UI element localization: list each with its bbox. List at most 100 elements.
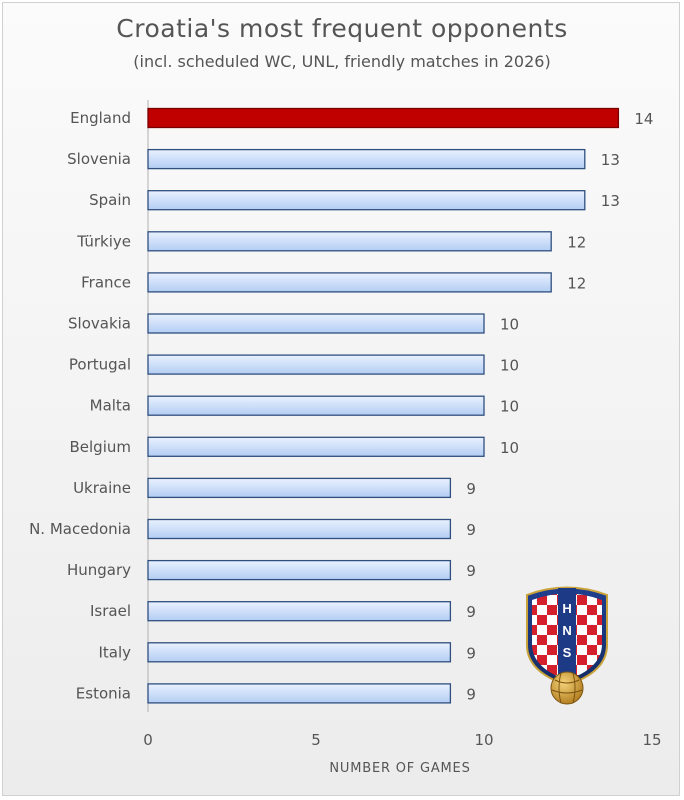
crest-square: [532, 645, 537, 655]
category-label-estonia: Estonia: [76, 684, 131, 702]
crest-square: [577, 655, 587, 665]
bar-israel: [147, 601, 452, 622]
crest-square: [547, 655, 557, 665]
crest-square: [532, 635, 537, 645]
crest-square: [537, 645, 547, 655]
crest-square: [547, 615, 557, 625]
crest-square: [597, 675, 602, 680]
category-label-spain: Spain: [89, 191, 131, 209]
bar-hungary: [147, 559, 452, 581]
category-label-malta: Malta: [90, 397, 131, 415]
x-tick-5: 5: [311, 731, 321, 749]
value-label-estonia: 9: [466, 685, 476, 703]
value-label-n-macedonia: 9: [466, 521, 476, 539]
crest-square: [537, 595, 547, 605]
bars-group: [147, 107, 620, 704]
bar-malta: [147, 395, 485, 416]
value-label-italy: 9: [466, 644, 476, 662]
crest-square: [587, 635, 597, 645]
crest-square: [587, 605, 597, 615]
x-axis-title: NUMBER OF GAMES: [329, 761, 470, 776]
category-label-england: England: [70, 109, 131, 127]
bar-ukraine: [147, 477, 452, 499]
crest-square: [597, 615, 602, 625]
crest-square: [597, 645, 602, 655]
crest-square: [597, 625, 602, 635]
category-label-hungary: Hungary: [67, 561, 131, 579]
crest-square: [587, 645, 597, 655]
crest-square: [587, 615, 597, 625]
crest-square: [577, 605, 587, 615]
category-label-slovakia: Slovakia: [68, 315, 131, 333]
crest-square: [547, 605, 557, 615]
x-tick-0: 0: [143, 731, 153, 749]
chart-title: Croatia's most frequent opponents: [116, 14, 568, 43]
crest-square: [587, 595, 597, 605]
x-tick-10: 10: [474, 731, 493, 749]
crest-square: [547, 645, 557, 655]
category-label-t-rkiye: Türkiye: [76, 232, 131, 250]
bar-n-macedonia: [147, 518, 452, 540]
category-label-ukraine: Ukraine: [73, 479, 131, 497]
category-labels: England Slovenia Spain Türkiye France Slovaki…: [29, 109, 131, 702]
value-label-hungary: 9: [466, 562, 476, 580]
crest-square: [537, 625, 547, 635]
value-label-malta: 10: [500, 398, 519, 416]
crest-square: [532, 615, 537, 625]
bar-slovenia: [147, 148, 586, 170]
crest-square: [537, 605, 547, 615]
crest-square: [547, 595, 557, 605]
crest-square: [537, 675, 547, 680]
bar-italy: [147, 642, 452, 663]
bar-portugal: [147, 354, 485, 375]
bar-belgium: [147, 436, 485, 457]
x-tick-labels: 0 5 10 15: [143, 731, 661, 749]
value-label-slovakia: 10: [500, 316, 519, 334]
crest-square: [587, 655, 597, 665]
category-label-france: France: [81, 273, 131, 291]
value-label-ukraine: 9: [466, 480, 476, 498]
crest-square: [587, 625, 597, 635]
value-label-t-rkiye: 12: [567, 233, 586, 251]
value-label-belgium: 10: [500, 439, 519, 457]
crest-square: [597, 635, 602, 645]
bar-t-rkiye: [147, 231, 552, 252]
crest-square: [537, 655, 547, 665]
crest-square: [532, 595, 537, 605]
bar-spain: [147, 190, 586, 211]
crest-square: [547, 625, 557, 635]
value-label-israel: 9: [466, 603, 476, 621]
value-label-slovenia: 13: [601, 151, 620, 169]
crest-square: [532, 605, 537, 615]
crest-square: [597, 605, 602, 615]
category-label-portugal: Portugal: [69, 356, 131, 374]
value-label-portugal: 10: [500, 357, 519, 375]
category-label-slovenia: Slovenia: [67, 150, 131, 168]
bar-france: [147, 272, 552, 293]
value-label-france: 12: [567, 274, 586, 292]
svg-text:HNS: HNS: [562, 601, 571, 660]
bar-slovakia: [147, 313, 485, 334]
category-label-belgium: Belgium: [70, 438, 132, 456]
x-tick-15: 15: [642, 731, 661, 749]
crest-square: [577, 665, 587, 675]
category-label-israel: Israel: [90, 602, 131, 620]
value-label-spain: 13: [601, 192, 620, 210]
value-label-england: 14: [634, 110, 653, 128]
crest-square: [577, 645, 587, 655]
category-label-n-macedonia: N. Macedonia: [29, 520, 131, 538]
category-label-italy: Italy: [98, 643, 131, 661]
crest-square: [547, 665, 557, 675]
chart-subtitle: (incl. scheduled WC, UNL, friendly match…: [133, 52, 551, 71]
crest-square: [537, 635, 547, 645]
bar-estonia: [147, 683, 452, 704]
crest-square: [532, 675, 537, 680]
crest-square: [532, 625, 537, 635]
value-labels: 14 13 13 12 12 10 10 10 10 9 9 9 9 9 9: [466, 110, 653, 703]
crest-square: [537, 615, 547, 625]
crest-square: [577, 635, 587, 645]
crest-square: [577, 615, 587, 625]
bar-england: [147, 107, 620, 129]
